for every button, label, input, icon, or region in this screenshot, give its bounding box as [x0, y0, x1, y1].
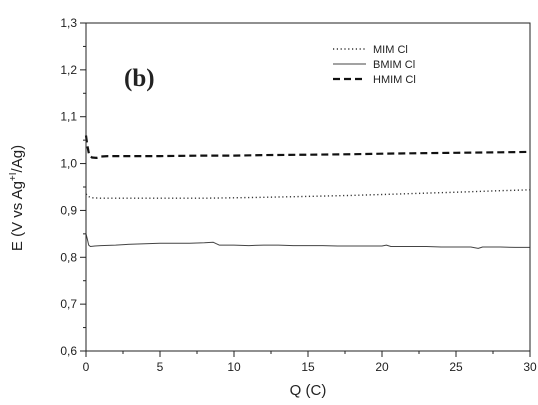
legend: MIM Cl BMIM Cl HMIM Cl	[333, 44, 416, 86]
series-line-0	[85, 189, 531, 199]
y-tick-label-5: 1,1	[60, 110, 77, 124]
y-axis-label-prefix: E (V vs Ag	[9, 181, 26, 251]
y-axis-label-suffix: /Ag)	[9, 145, 26, 173]
x-tick-label-6: 30	[523, 360, 537, 374]
y-tick-label-3: 0,9	[60, 203, 77, 217]
x-tick-label-0: 0	[83, 360, 90, 374]
series-line-1	[85, 233, 530, 249]
plot-area	[84, 135, 531, 249]
y-tick-label-4: 1,0	[60, 157, 77, 171]
y-tick-label-6: 1,2	[60, 63, 77, 77]
y-tick-label-0: 0,6	[60, 344, 77, 358]
x-tick-label-1: 5	[157, 360, 164, 374]
legend-label-1: BMIM Cl	[373, 59, 415, 71]
x-tick-label-5: 25	[449, 360, 463, 374]
y-axis-label: E (V vs Ag+I/Ag)	[8, 145, 26, 251]
series-line-2	[84, 135, 531, 159]
legend-label-0: MIM Cl	[373, 44, 408, 56]
y-axis-label-superscript: +I	[8, 172, 19, 181]
y-tick-label-2: 0,8	[60, 250, 77, 264]
x-tick-label-3: 15	[301, 360, 315, 374]
x-tick-label-2: 10	[227, 360, 241, 374]
x-tick-label-4: 20	[375, 360, 389, 374]
y-tick-label-7: 1,3	[60, 16, 77, 30]
panel-label: (b)	[124, 65, 155, 92]
x-axis-label: Q (C)	[290, 382, 327, 399]
axes: 0 5 10 15 20 25 30 0,6 0,7 0,8 0,9 1,0 1,1 1,2 1,3	[60, 16, 537, 374]
y-tick-label-1: 0,7	[60, 297, 77, 311]
legend-label-2: HMIM Cl	[373, 74, 416, 86]
